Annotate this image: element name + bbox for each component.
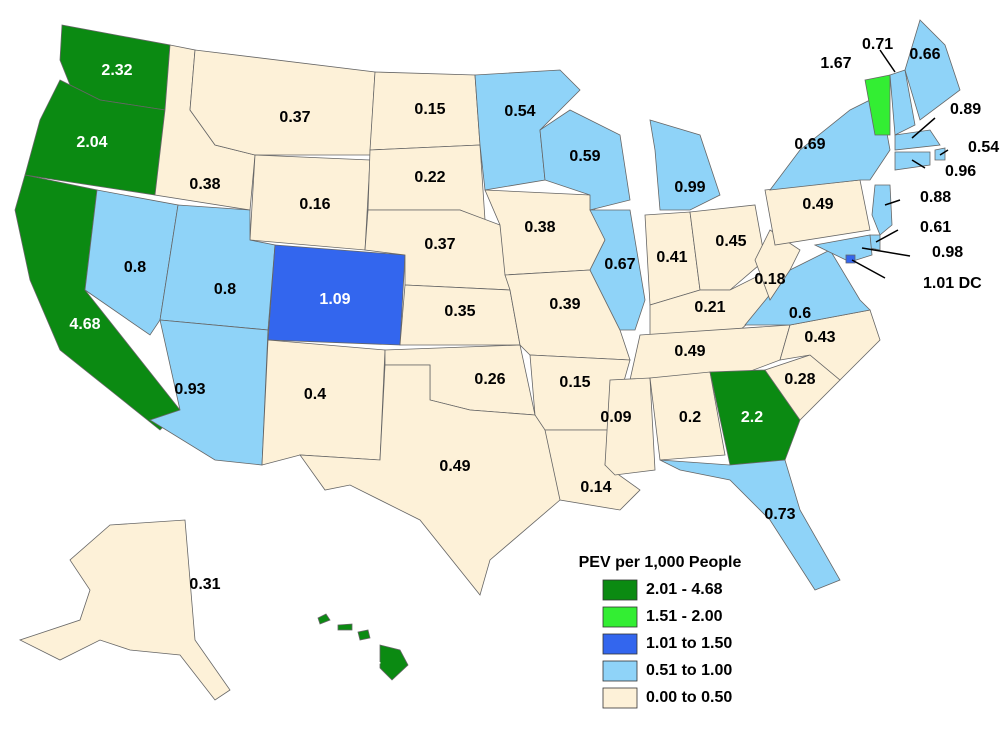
state [539,109,631,211]
leader-line [875,229,899,243]
state [317,613,331,625]
legend-title: PEV per 1,000 People [579,554,742,571]
leader-line [879,49,896,73]
legend-swatch [602,660,638,682]
legend-swatch [602,579,638,601]
state [379,644,409,681]
state-value: 0.71 [862,36,893,53]
state-value: 0.69 [794,136,825,153]
state [754,229,801,301]
state [18,519,231,701]
state-value: 2.2 [741,409,763,426]
state-value: 0.67 [604,256,635,273]
state-value: 0.43 [804,329,835,346]
state [845,254,856,264]
legend-label: 0.51 to 1.00 [646,662,732,679]
state [864,74,891,136]
state-value: 0.73 [764,506,795,523]
state-value: 0.21 [694,299,725,316]
state-value: 4.68 [69,316,100,333]
state-value: 0.99 [674,179,705,196]
state-value: 0.39 [549,296,580,313]
state-value: 0.96 [945,163,976,180]
state-value: 0.6 [789,305,811,322]
legend-label: 1.01 to 1.50 [646,635,732,652]
state-value: 1.67 [820,55,851,72]
state [871,184,893,236]
state-value: 0.41 [656,249,687,266]
state-value: 0.54 [504,103,535,120]
state [709,369,801,466]
state [689,204,766,291]
state [649,371,726,461]
state [357,629,371,641]
state-value: 0.22 [414,169,445,186]
state-value: 0.49 [674,343,705,360]
legend-label: 1.51 - 2.00 [646,608,723,625]
leader-line [851,259,886,279]
state-value: 0.09 [600,409,631,426]
state-value: 0.16 [299,196,330,213]
state [649,119,721,211]
legend-swatch [602,633,638,655]
state [189,49,376,156]
state [604,377,656,476]
state-value: 0.88 [920,189,951,206]
state-value: 0.14 [580,479,611,496]
state-value: 0.66 [909,46,940,63]
state [889,69,916,136]
state-value: 0.18 [754,271,785,288]
state-value: 0.4 [304,386,326,403]
leader-line [884,199,901,206]
state-value: 0.37 [279,109,310,126]
legend-swatch [602,606,638,628]
state-value: 0.38 [524,219,555,236]
state-value: 0.93 [174,381,205,398]
state [904,19,961,121]
legend-label: 2.01 - 4.68 [646,581,723,598]
state-value: 2.32 [101,62,132,79]
state [299,364,561,596]
state-value: 0.8 [124,259,146,276]
state [659,459,841,591]
state-value: 0.89 [950,101,981,118]
state-value: 0.2 [679,409,701,426]
state-value: 0.37 [424,236,455,253]
state [84,189,179,336]
state [934,147,946,161]
state-value: 2.04 [76,134,107,151]
state [629,324,791,381]
legend-label: 0.00 to 0.50 [646,689,732,706]
state [337,623,353,631]
state-value: 1.09 [319,291,350,308]
state-value: 0.15 [414,101,445,118]
state-value: 0.28 [784,371,815,388]
state-value: 0.35 [444,303,475,320]
state-value: 0.61 [920,219,951,236]
state [149,319,269,466]
leader-line [911,117,936,139]
state-value: 0.98 [932,244,963,261]
state-value: 0.49 [439,458,470,475]
legend-swatch [602,687,638,709]
state-value: 1.01 DC [923,275,982,292]
state-value: 0.45 [715,233,746,250]
state-value: 0.59 [569,148,600,165]
state-value: 0.54 [968,139,999,156]
leader-line [939,149,949,156]
state-value: 0.49 [802,196,833,213]
state-value: 0.31 [189,576,220,593]
state-value: 0.38 [189,176,220,193]
state-value: 0.26 [474,371,505,388]
state-value: 0.8 [214,281,236,298]
state [589,209,646,331]
state-value: 0.15 [559,374,590,391]
state [813,234,873,263]
leader-line [861,247,911,257]
state-value: 2.94 [349,653,380,670]
leader-line [911,159,926,169]
